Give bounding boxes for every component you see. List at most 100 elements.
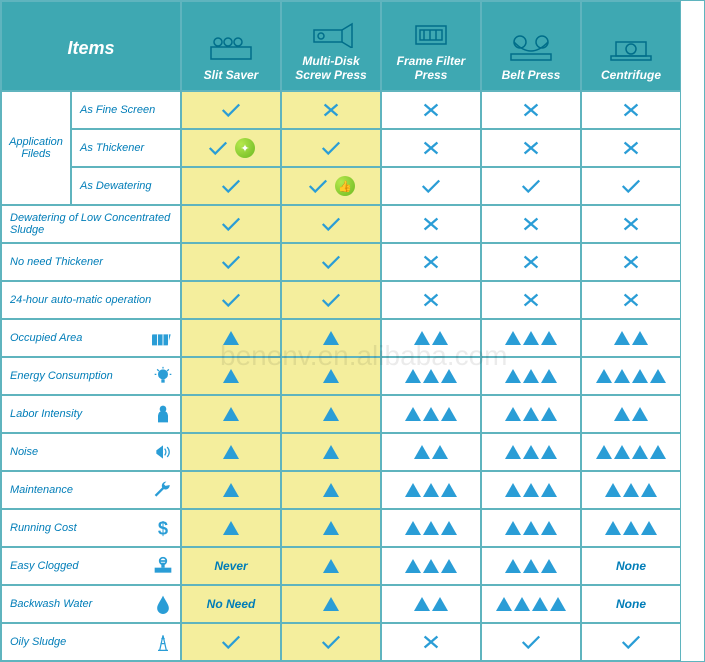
- cell-11-3: [481, 509, 581, 547]
- cell-11-0: [181, 509, 281, 547]
- cell-12-2: [381, 547, 481, 585]
- row-label-11: Running Cost$: [1, 509, 181, 547]
- thumb-badge: 👍: [335, 176, 355, 196]
- row-label-4: No need Thickener: [1, 243, 181, 281]
- cell-3-2: [381, 205, 481, 243]
- col-header-1: Multi-Disk Screw Press: [281, 1, 381, 91]
- cell-2-2: [381, 167, 481, 205]
- row-label-8: Labor Intensity: [1, 395, 181, 433]
- cell-7-4: [581, 357, 681, 395]
- cell-13-3: [481, 585, 581, 623]
- cell-8-0: [181, 395, 281, 433]
- cell-8-1: [281, 395, 381, 433]
- cell-12-3: [481, 547, 581, 585]
- cell-13-2: [381, 585, 481, 623]
- row-label-5: 24-hour auto-matic operation: [1, 281, 181, 319]
- cell-4-4: [581, 243, 681, 281]
- row-label-1: As Thickener: [71, 129, 181, 167]
- cell-9-0: [181, 433, 281, 471]
- row-label-3: Dewatering of Low Concentrated Sludge: [1, 205, 181, 243]
- cell-6-3: [481, 319, 581, 357]
- cell-9-4: [581, 433, 681, 471]
- cell-0-2: [381, 91, 481, 129]
- cell-10-0: [181, 471, 281, 509]
- cell-12-1: [281, 547, 381, 585]
- category-label: Application Fileds: [1, 91, 71, 205]
- cell-3-1: [281, 205, 381, 243]
- cell-7-0: [181, 357, 281, 395]
- cell-0-3: [481, 91, 581, 129]
- row-label-2: As Dewatering: [71, 167, 181, 205]
- cell-5-1: [281, 281, 381, 319]
- col-header-0: Slit Saver: [181, 1, 281, 91]
- cell-1-1: [281, 129, 381, 167]
- cell-8-3: [481, 395, 581, 433]
- flame-badge: ✦: [235, 138, 255, 158]
- cell-11-1: [281, 509, 381, 547]
- cell-5-0: [181, 281, 281, 319]
- row-label-10: Maintenance: [1, 471, 181, 509]
- row-label-0: As Fine Screen: [71, 91, 181, 129]
- cell-9-2: [381, 433, 481, 471]
- cell-6-4: [581, 319, 681, 357]
- cell-7-3: [481, 357, 581, 395]
- cell-0-1: [281, 91, 381, 129]
- col-header-4: Centrifuge: [581, 1, 681, 91]
- cell-3-0: [181, 205, 281, 243]
- cell-4-2: [381, 243, 481, 281]
- svg-text:$: $: [158, 518, 168, 538]
- row-label-12: Easy Clogged: [1, 547, 181, 585]
- cell-7-1: [281, 357, 381, 395]
- cell-4-0: [181, 243, 281, 281]
- cell-13-4: None: [581, 585, 681, 623]
- cell-4-3: [481, 243, 581, 281]
- cell-9-1: [281, 433, 381, 471]
- cell-2-1: 👍: [281, 167, 381, 205]
- cell-6-2: [381, 319, 481, 357]
- cell-13-1: [281, 585, 381, 623]
- cell-1-0: ✦: [181, 129, 281, 167]
- cell-8-2: [381, 395, 481, 433]
- col-header-3: Belt Press: [481, 1, 581, 91]
- cell-12-0: Never: [181, 547, 281, 585]
- cell-8-4: [581, 395, 681, 433]
- cell-6-1: [281, 319, 381, 357]
- cell-5-4: [581, 281, 681, 319]
- cell-2-4: [581, 167, 681, 205]
- cell-9-3: [481, 433, 581, 471]
- col-label: Multi-Disk Screw Press: [286, 54, 376, 82]
- cell-5-2: [381, 281, 481, 319]
- col-label: Centrifuge: [601, 68, 661, 82]
- row-label-13: Backwash Water: [1, 585, 181, 623]
- cell-1-4: [581, 129, 681, 167]
- cell-13-0: No Need: [181, 585, 281, 623]
- row-label-7: Energy Consumption: [1, 357, 181, 395]
- cell-0-0: [181, 91, 281, 129]
- cell-2-0: [181, 167, 281, 205]
- cell-12-4: None: [581, 547, 681, 585]
- cell-11-4: [581, 509, 681, 547]
- col-header-2: Frame Filter Press: [381, 1, 481, 91]
- cell-6-0: [181, 319, 281, 357]
- cell-5-3: [481, 281, 581, 319]
- cell-2-3: [481, 167, 581, 205]
- row-label-9: Noise: [1, 433, 181, 471]
- cell-7-2: [381, 357, 481, 395]
- cell-10-1: [281, 471, 381, 509]
- items-header: Items: [1, 1, 181, 91]
- cell-10-4: [581, 471, 681, 509]
- col-label: Belt Press: [502, 68, 561, 82]
- row-label-6: Occupied Area: [1, 319, 181, 357]
- cell-11-2: [381, 509, 481, 547]
- cell-10-3: [481, 471, 581, 509]
- cell-0-4: [581, 91, 681, 129]
- cell-10-2: [381, 471, 481, 509]
- cell-4-1: [281, 243, 381, 281]
- cell-1-3: [481, 129, 581, 167]
- cell-3-3: [481, 205, 581, 243]
- col-label: Frame Filter Press: [386, 54, 476, 82]
- cell-3-4: [581, 205, 681, 243]
- cell-1-2: [381, 129, 481, 167]
- comparison-table: Items Slit Saver Multi-Disk Screw Press Fra…: [0, 0, 705, 662]
- col-label: Slit Saver: [204, 68, 259, 82]
